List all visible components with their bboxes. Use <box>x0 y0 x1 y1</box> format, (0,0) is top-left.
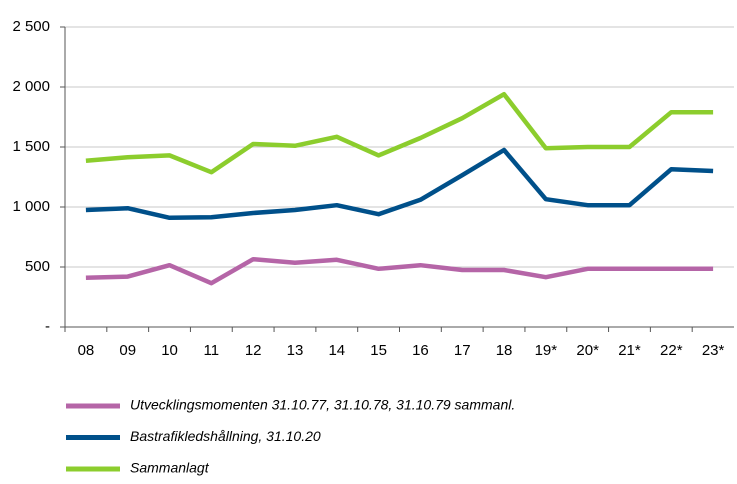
x-tick-label: 23* <box>702 342 725 359</box>
x-tick-label: 19* <box>535 342 558 359</box>
y-tick-label: 2 500 <box>12 18 50 35</box>
x-tick-label: 11 <box>204 342 220 359</box>
legend-label: Sammanlagt <box>130 460 210 476</box>
x-tick-label: 20* <box>576 342 599 359</box>
legend-label: Utvecklingsmomenten 31.10.77, 31.10.78, … <box>130 397 515 413</box>
x-tick-label: 08 <box>78 342 95 359</box>
x-tick-label: 22* <box>660 342 683 359</box>
x-tick-label: 14 <box>328 342 345 359</box>
series-line <box>85 256 714 286</box>
y-tick-label: 500 <box>25 258 50 275</box>
x-tick-label: 21* <box>618 342 641 359</box>
y-tick-label: 2 000 <box>12 78 50 95</box>
y-tick-label: 1 000 <box>12 198 50 215</box>
legend-label: Bastrafikledshållning, 31.10.20 <box>130 428 321 444</box>
x-tick-label: 15 <box>370 342 387 359</box>
x-tick-label: 13 <box>287 342 304 359</box>
y-tick-label: 1 500 <box>12 138 50 155</box>
series-line <box>85 91 714 175</box>
x-tick-label: 18 <box>496 342 513 359</box>
x-tick-label: 12 <box>245 342 262 359</box>
y-tick-label: - <box>45 318 50 335</box>
x-tick-label: 17 <box>454 342 471 359</box>
x-tick-label: 10 <box>161 342 178 359</box>
series-line <box>85 147 714 221</box>
x-tick-label: 09 <box>119 342 136 359</box>
x-tick-label: 16 <box>412 342 429 359</box>
